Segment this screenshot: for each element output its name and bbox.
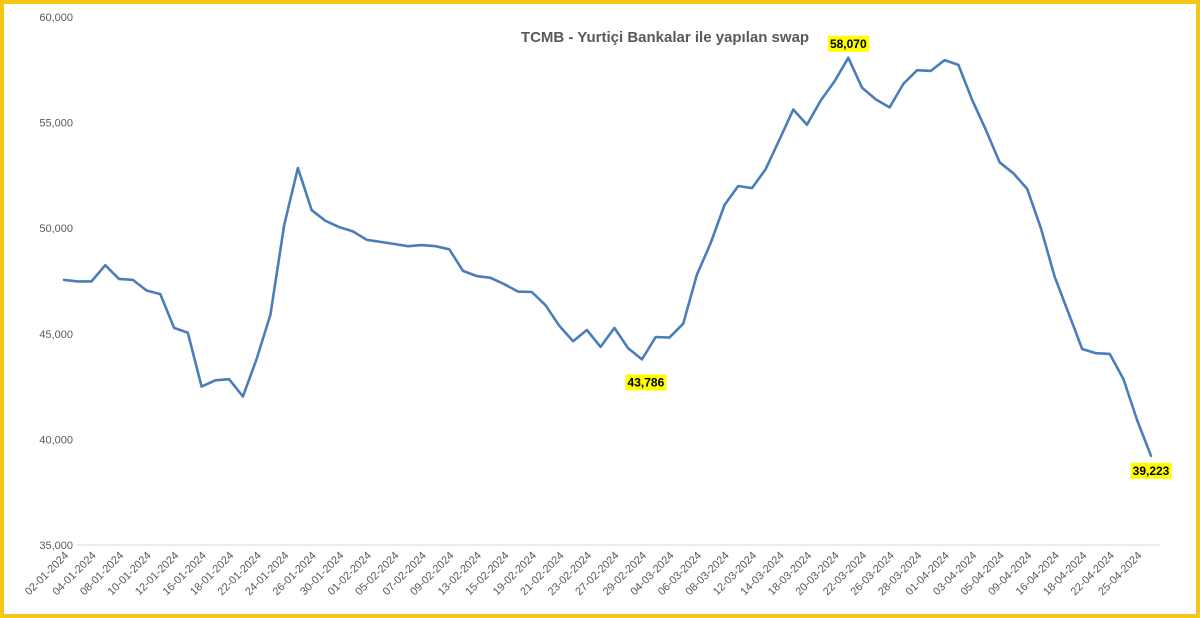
data-callout-background [625, 374, 667, 391]
annotations: 58,070 43,786 39,223 [625, 35, 1172, 479]
data-label: 58,070 [830, 37, 867, 51]
y-axis: 35,000 40,000 45,000 50,000 55,000 60,000 [39, 12, 73, 552]
y-tick-label: 50,000 [39, 223, 73, 235]
series-line [62, 56, 1153, 458]
data-callout: 58,070 [827, 35, 869, 52]
data-label: 39,223 [1133, 464, 1170, 478]
y-tick-label: 35,000 [39, 540, 73, 552]
data-callout: 39,223 [1130, 462, 1172, 479]
y-tick-label: 40,000 [39, 434, 73, 446]
data-label: 43,786 [628, 375, 665, 389]
data-callout-background [827, 35, 869, 52]
y-tick-label: 55,000 [39, 118, 73, 130]
data-callout: 43,786 [625, 374, 667, 391]
y-tick-label: 45,000 [39, 329, 73, 341]
y-tick-label: 60,000 [39, 12, 73, 24]
data-callout-background [1130, 462, 1172, 479]
x-axis: 02-01-202404-01-202408-01-202410-01-2024… [23, 544, 1160, 598]
series [62, 56, 1153, 458]
chart-title: TCMB - Yurtiçi Bankalar ile yapılan swap [521, 29, 809, 46]
